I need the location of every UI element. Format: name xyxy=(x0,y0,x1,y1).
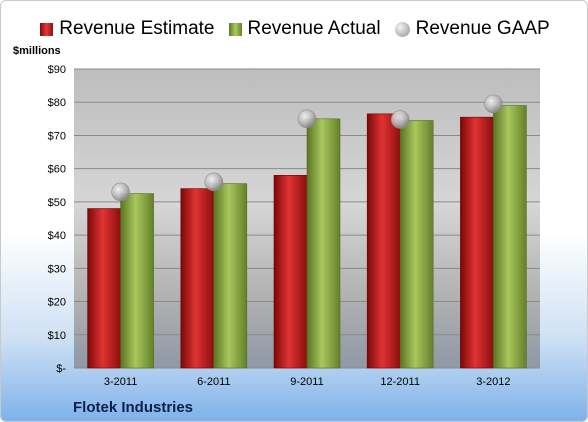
actual-bar xyxy=(399,120,434,369)
company-name: Flotek Industries xyxy=(73,399,194,416)
x-tick-label: 6-2011 xyxy=(197,376,230,388)
estimate-bar xyxy=(180,188,215,369)
y-tick-label: $80 xyxy=(48,97,66,109)
estimate-bar xyxy=(460,116,494,369)
y-tick-label: $60 xyxy=(48,164,66,176)
estimate-bar xyxy=(273,175,308,369)
actual-bar xyxy=(213,183,248,369)
legend-label-gaap: Revenue GAAP xyxy=(415,18,550,39)
gaap-marker xyxy=(111,182,130,202)
y-tick-label: $30 xyxy=(48,263,66,275)
legend-label-actual: Revenue Actual xyxy=(247,18,381,39)
y-tick-label: $90 xyxy=(48,64,66,76)
actual-bar xyxy=(493,105,527,369)
legend: Revenue Estimate Revenue Actual Revenue … xyxy=(1,15,587,43)
x-axis-ticks: 3-2011 6-2011 9-2011 12-2011 3-2012 xyxy=(104,376,511,388)
y-tick-label: $50 xyxy=(48,197,66,209)
x-tick-label: 3-2011 xyxy=(104,376,137,388)
legend-item-gaap: Revenue GAAP xyxy=(394,18,550,40)
gaap-marker xyxy=(390,110,410,129)
bars xyxy=(87,105,527,369)
y-tick-label: $70 xyxy=(48,130,66,142)
gaap-marker xyxy=(297,109,317,129)
gaap-markers xyxy=(111,94,503,202)
gaap-marker xyxy=(204,172,224,192)
y-axis-unit-label: $millions xyxy=(13,45,61,57)
legend-label-estimate: Revenue Estimate xyxy=(59,18,215,39)
y-tick-label: $20 xyxy=(48,297,66,309)
legend-swatch-estimate xyxy=(40,22,54,36)
legend-swatch-actual xyxy=(228,22,242,36)
x-tick-label: 9-2011 xyxy=(290,376,323,388)
x-tick-label: 12-2011 xyxy=(380,376,420,388)
legend-swatch-gaap xyxy=(394,21,410,37)
y-tick-label: $40 xyxy=(48,230,66,242)
gaap-marker xyxy=(484,94,503,114)
legend-item-estimate: Revenue Estimate xyxy=(40,18,215,40)
y-tick-label: $- xyxy=(56,363,66,375)
actual-bar xyxy=(120,193,154,369)
y-tick-label: $10 xyxy=(48,330,66,342)
y-axis-ticks: $- $10 $20 $30 $40 $50 $60 $70 $80 $90 xyxy=(48,64,67,375)
actual-bar xyxy=(306,118,341,369)
x-tick-label: 3-2012 xyxy=(476,376,510,388)
estimate-bar xyxy=(366,113,401,369)
estimate-bar xyxy=(87,208,121,369)
legend-item-actual: Revenue Actual xyxy=(228,18,381,40)
